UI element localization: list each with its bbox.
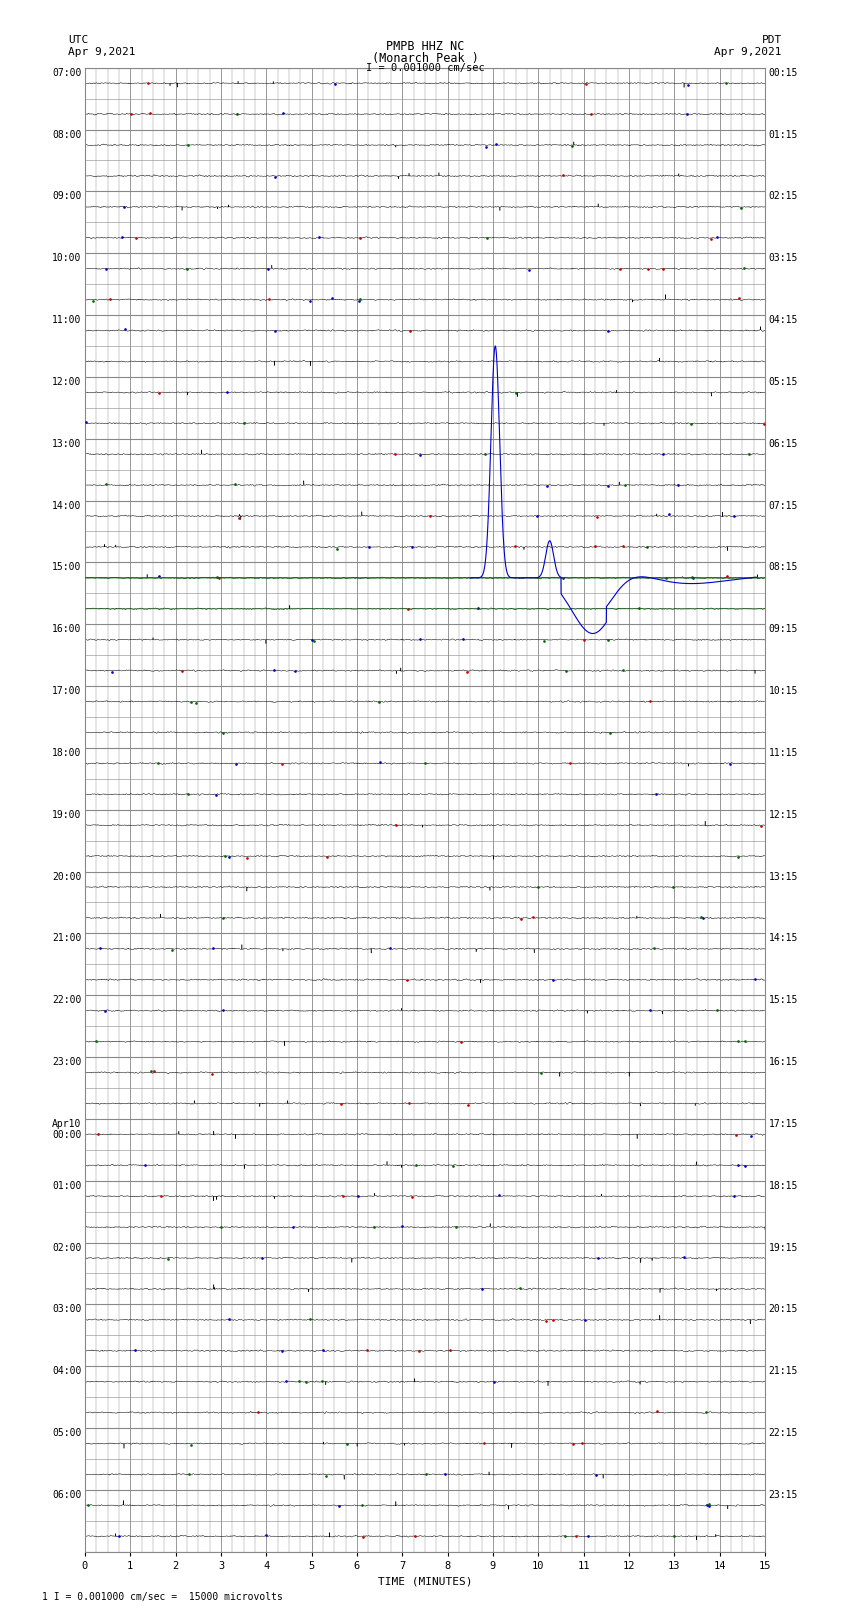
Text: 19:15: 19:15	[768, 1242, 798, 1253]
Text: 06:00: 06:00	[52, 1490, 82, 1500]
Text: 08:00: 08:00	[52, 129, 82, 140]
Text: 04:15: 04:15	[768, 315, 798, 326]
Text: 06:15: 06:15	[768, 439, 798, 448]
Text: Apr10
00:00: Apr10 00:00	[52, 1119, 82, 1140]
Text: 16:00: 16:00	[52, 624, 82, 634]
Text: 18:15: 18:15	[768, 1181, 798, 1190]
Text: 16:15: 16:15	[768, 1057, 798, 1068]
Text: PDT: PDT	[762, 35, 782, 45]
Text: 03:15: 03:15	[768, 253, 798, 263]
Text: 05:15: 05:15	[768, 377, 798, 387]
Text: 09:15: 09:15	[768, 624, 798, 634]
Text: 12:00: 12:00	[52, 377, 82, 387]
Text: 13:15: 13:15	[768, 871, 798, 882]
Text: 23:15: 23:15	[768, 1490, 798, 1500]
Text: 14:15: 14:15	[768, 934, 798, 944]
Text: 13:00: 13:00	[52, 439, 82, 448]
Text: 21:15: 21:15	[768, 1366, 798, 1376]
Text: 11:15: 11:15	[768, 748, 798, 758]
Text: 22:15: 22:15	[768, 1428, 798, 1439]
Text: 10:15: 10:15	[768, 686, 798, 697]
Text: 23:00: 23:00	[52, 1057, 82, 1068]
Text: 01:15: 01:15	[768, 129, 798, 140]
Text: 15:15: 15:15	[768, 995, 798, 1005]
Text: 14:00: 14:00	[52, 500, 82, 511]
Text: 19:00: 19:00	[52, 810, 82, 819]
Text: 03:00: 03:00	[52, 1305, 82, 1315]
Text: 12:15: 12:15	[768, 810, 798, 819]
Text: 05:00: 05:00	[52, 1428, 82, 1439]
Text: (Monarch Peak ): (Monarch Peak )	[371, 52, 479, 65]
Text: Apr 9,2021: Apr 9,2021	[715, 47, 782, 56]
Text: 04:00: 04:00	[52, 1366, 82, 1376]
Text: 15:00: 15:00	[52, 563, 82, 573]
Text: 02:15: 02:15	[768, 192, 798, 202]
Text: 17:00: 17:00	[52, 686, 82, 697]
Text: 17:15: 17:15	[768, 1119, 798, 1129]
Text: 07:15: 07:15	[768, 500, 798, 511]
Text: 20:00: 20:00	[52, 871, 82, 882]
Text: I = 0.001000 cm/sec: I = 0.001000 cm/sec	[366, 63, 484, 73]
Text: UTC: UTC	[68, 35, 88, 45]
Text: 11:00: 11:00	[52, 315, 82, 326]
Text: 18:00: 18:00	[52, 748, 82, 758]
Text: Apr 9,2021: Apr 9,2021	[68, 47, 135, 56]
Text: 22:00: 22:00	[52, 995, 82, 1005]
Text: 10:00: 10:00	[52, 253, 82, 263]
Text: 07:00: 07:00	[52, 68, 82, 77]
Text: 1 I = 0.001000 cm/sec =  15000 microvolts: 1 I = 0.001000 cm/sec = 15000 microvolts	[42, 1592, 283, 1602]
X-axis label: TIME (MINUTES): TIME (MINUTES)	[377, 1576, 473, 1586]
Text: 01:00: 01:00	[52, 1181, 82, 1190]
Text: 02:00: 02:00	[52, 1242, 82, 1253]
Text: 20:15: 20:15	[768, 1305, 798, 1315]
Text: 08:15: 08:15	[768, 563, 798, 573]
Text: 21:00: 21:00	[52, 934, 82, 944]
Text: 09:00: 09:00	[52, 192, 82, 202]
Text: 00:15: 00:15	[768, 68, 798, 77]
Text: PMPB HHZ NC: PMPB HHZ NC	[386, 40, 464, 53]
